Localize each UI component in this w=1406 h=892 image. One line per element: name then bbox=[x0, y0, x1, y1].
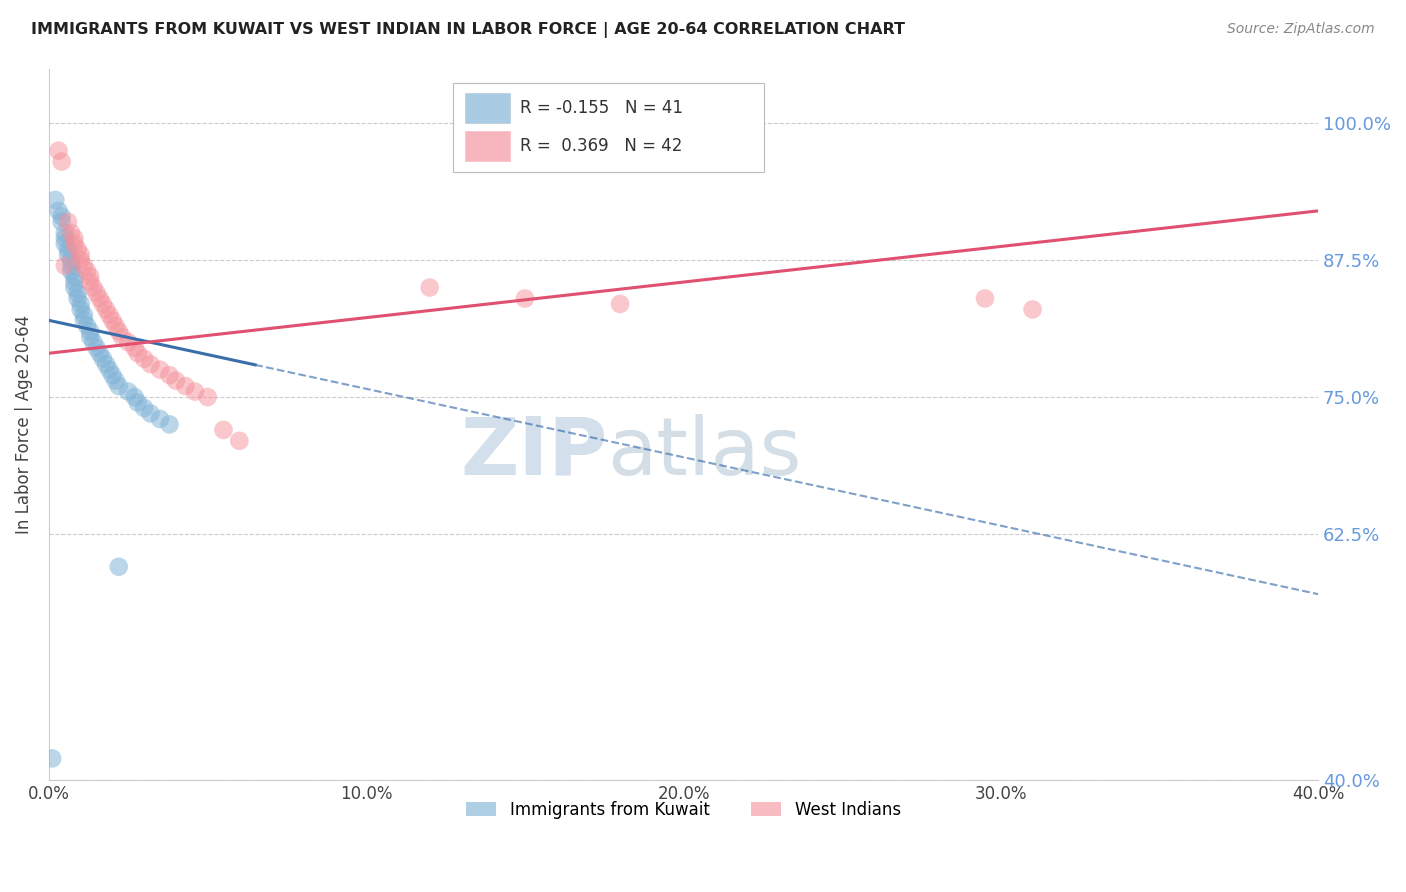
Point bbox=[98, 308, 121, 322]
Point bbox=[101, 368, 124, 383]
Text: IMMIGRANTS FROM KUWAIT VS WEST INDIAN IN LABOR FORCE | AGE 20-64 CORRELATION CHA: IMMIGRANTS FROM KUWAIT VS WEST INDIAN IN… bbox=[31, 22, 905, 38]
Point bbox=[127, 395, 149, 409]
Point bbox=[107, 324, 129, 338]
Point bbox=[73, 259, 96, 273]
Point bbox=[174, 379, 197, 393]
Point bbox=[86, 341, 108, 355]
Point bbox=[73, 313, 96, 327]
Point bbox=[66, 242, 89, 256]
Point bbox=[56, 242, 79, 256]
Point bbox=[51, 154, 73, 169]
Point bbox=[48, 144, 70, 158]
Point bbox=[79, 275, 101, 289]
Point bbox=[79, 269, 101, 284]
Point bbox=[63, 269, 86, 284]
Point bbox=[53, 236, 76, 251]
Point bbox=[60, 253, 83, 268]
Point bbox=[134, 401, 156, 415]
Point bbox=[197, 390, 219, 404]
Point bbox=[107, 559, 129, 574]
Point bbox=[63, 231, 86, 245]
Point bbox=[56, 248, 79, 262]
Point bbox=[51, 210, 73, 224]
Point bbox=[76, 264, 98, 278]
Point bbox=[60, 226, 83, 240]
Point bbox=[149, 412, 172, 426]
Point bbox=[63, 275, 86, 289]
Point bbox=[94, 302, 117, 317]
Point bbox=[127, 346, 149, 360]
Point bbox=[159, 368, 181, 383]
Point bbox=[63, 236, 86, 251]
Point bbox=[212, 423, 235, 437]
Point bbox=[76, 318, 98, 333]
Point bbox=[51, 215, 73, 229]
Point bbox=[89, 346, 111, 360]
Point bbox=[82, 280, 104, 294]
Point bbox=[73, 308, 96, 322]
Text: Source: ZipAtlas.com: Source: ZipAtlas.com bbox=[1227, 22, 1375, 37]
Legend: Immigrants from Kuwait, West Indians: Immigrants from Kuwait, West Indians bbox=[460, 794, 907, 825]
Point bbox=[89, 292, 111, 306]
Point bbox=[117, 335, 139, 350]
Point bbox=[139, 357, 162, 371]
Point bbox=[48, 203, 70, 218]
Point bbox=[60, 264, 83, 278]
Point bbox=[79, 324, 101, 338]
Point bbox=[79, 330, 101, 344]
Point bbox=[69, 302, 91, 317]
FancyBboxPatch shape bbox=[465, 131, 510, 161]
Point bbox=[91, 351, 114, 366]
FancyBboxPatch shape bbox=[453, 83, 763, 172]
Point bbox=[53, 226, 76, 240]
Point bbox=[104, 374, 127, 388]
Text: atlas: atlas bbox=[607, 414, 801, 491]
Point bbox=[974, 292, 997, 306]
Point bbox=[165, 374, 187, 388]
Point bbox=[53, 259, 76, 273]
Point bbox=[513, 292, 536, 306]
Point bbox=[107, 379, 129, 393]
Point bbox=[86, 285, 108, 300]
Point bbox=[91, 297, 114, 311]
Point bbox=[69, 253, 91, 268]
Point bbox=[98, 362, 121, 376]
Point bbox=[101, 313, 124, 327]
Point bbox=[69, 297, 91, 311]
Point bbox=[94, 357, 117, 371]
Point bbox=[134, 351, 156, 366]
Point bbox=[53, 231, 76, 245]
Point bbox=[149, 362, 172, 376]
Point bbox=[60, 259, 83, 273]
Point bbox=[124, 390, 146, 404]
Point bbox=[124, 341, 146, 355]
Point bbox=[44, 193, 66, 207]
Point bbox=[117, 384, 139, 399]
Point bbox=[66, 285, 89, 300]
Point bbox=[139, 407, 162, 421]
Y-axis label: In Labor Force | Age 20-64: In Labor Force | Age 20-64 bbox=[15, 315, 32, 534]
Point bbox=[82, 335, 104, 350]
Point bbox=[609, 297, 631, 311]
Point bbox=[69, 248, 91, 262]
Point bbox=[111, 330, 134, 344]
Point bbox=[41, 751, 63, 765]
Text: R = -0.155   N = 41: R = -0.155 N = 41 bbox=[520, 99, 683, 118]
Point bbox=[228, 434, 250, 448]
Point bbox=[419, 280, 441, 294]
Point bbox=[63, 280, 86, 294]
Point bbox=[66, 292, 89, 306]
Point bbox=[184, 384, 207, 399]
FancyBboxPatch shape bbox=[465, 94, 510, 123]
Text: R =  0.369   N = 42: R = 0.369 N = 42 bbox=[520, 137, 682, 155]
Point bbox=[1021, 302, 1043, 317]
Point bbox=[104, 318, 127, 333]
Text: ZIP: ZIP bbox=[460, 414, 607, 491]
Point bbox=[56, 215, 79, 229]
Point bbox=[159, 417, 181, 432]
